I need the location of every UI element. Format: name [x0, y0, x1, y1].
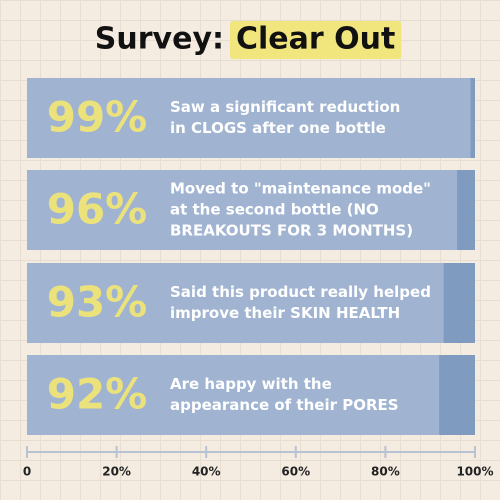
bar-description: Moved to "maintenance mode" [170, 180, 431, 198]
value-label: 92% [47, 370, 148, 419]
x-tick-label: 20% [102, 465, 131, 479]
chart-title-highlight: Clear Out [236, 22, 395, 57]
value-label: 93% [47, 278, 148, 327]
bar-description: improve their SKIN HEALTH [170, 304, 400, 322]
bar-description: BREAKOUTS FOR 3 MONTHS) [170, 222, 413, 240]
chart-title: Survey: [95, 22, 224, 57]
value-label: 96% [47, 185, 148, 234]
x-tick-label: 40% [192, 465, 221, 479]
bar-description: at the second bottle (NO [170, 201, 379, 219]
bar [27, 170, 458, 250]
title-highlight [230, 21, 402, 59]
bar-description: appearance of their PORES [170, 396, 399, 414]
x-tick-label: 0 [23, 465, 31, 479]
bar-description: Are happy with the [170, 375, 332, 393]
x-tick-label: 80% [371, 465, 400, 479]
bar-description: in CLOGS after one bottle [170, 119, 386, 137]
bar [27, 263, 444, 343]
x-tick-label: 100% [456, 465, 493, 479]
value-label: 99% [47, 93, 148, 142]
bar [27, 355, 440, 435]
bar-description: Saw a significant reduction [170, 98, 400, 116]
bar-description: Said this product really helped [170, 283, 431, 301]
x-tick-label: 60% [281, 465, 310, 479]
bar [27, 78, 471, 158]
